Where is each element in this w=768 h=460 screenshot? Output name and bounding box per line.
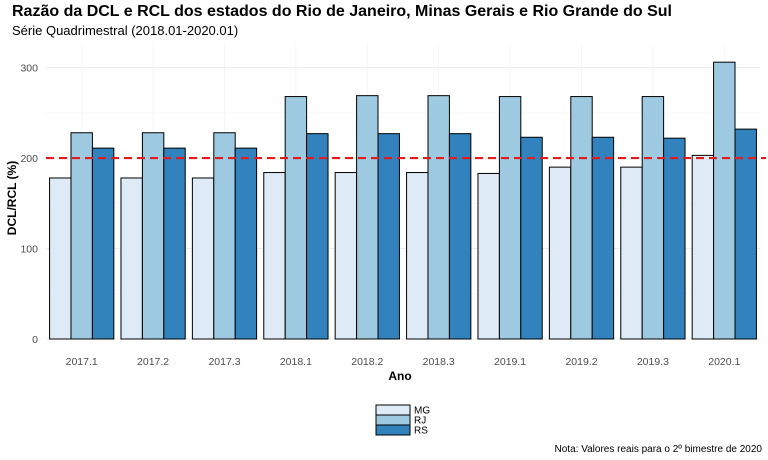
bar-mg-2020.1: [691, 154, 715, 340]
bar-rj-2018.2: [356, 95, 379, 340]
bar-rs-2017.1: [91, 147, 115, 340]
bar-rj-2019.1: [498, 96, 522, 340]
x-tick-label: 2018.1: [280, 356, 312, 368]
bar-rj-2017.3: [213, 132, 236, 340]
bar-mg-2019.1: [477, 172, 500, 340]
x-axis-ticks: 2017.1 2017.2 2017.3 2018.1 2018.2 2018.3 2019…: [66, 356, 741, 368]
bar-rj-2018.3: [427, 95, 450, 340]
y-tick-label: 300: [20, 63, 38, 75]
bar-rs-2018.2: [377, 133, 400, 340]
bar-rj-2019.3: [641, 96, 665, 340]
bar-rs-2018.1: [306, 133, 329, 340]
bar-mg-2017.2: [120, 177, 143, 340]
bar-mg-2018.2: [334, 172, 358, 340]
bar-mg-2019.3: [620, 166, 643, 340]
legend-key-rs: [375, 424, 411, 436]
legend-key-rj: [375, 414, 411, 426]
bar-rs-2019.2: [591, 136, 615, 340]
x-tick-label: 2017.2: [137, 356, 169, 368]
bar-rs-2018.3: [448, 133, 472, 340]
bar-mg-2018.1: [263, 172, 286, 340]
bars: [49, 61, 757, 340]
bar-mg-2017.1: [49, 177, 72, 340]
x-tick-label: 2018.3: [423, 356, 455, 368]
bar-rj-2019.2: [570, 96, 593, 340]
bar-rj-2017.2: [141, 132, 165, 340]
bar-rj-2017.1: [70, 132, 93, 340]
legend-label-mg: MG: [414, 406, 430, 417]
bar-rs-2019.1: [520, 136, 543, 340]
x-tick-label: 2019.1: [494, 356, 526, 368]
bar-rj-2018.1: [284, 96, 308, 340]
y-axis-title: DCL/RCL (%): [5, 161, 19, 235]
x-axis-title: Ano: [388, 369, 411, 383]
bar-rs-2020.1: [734, 128, 757, 340]
legend-label-rj: RJ: [414, 416, 426, 427]
x-tick-label: 2017.1: [66, 356, 98, 368]
bar-rs-2019.3: [663, 137, 686, 340]
legend-label-rs: RS: [414, 426, 428, 437]
y-tick-label: 0: [32, 334, 38, 346]
chart-title: Razão da DCL e RCL dos estados do Rio de…: [12, 3, 672, 20]
x-tick-label: 2017.3: [208, 356, 240, 368]
chart-subtitle: Série Quadrimestral (2018.01-2020.01): [12, 23, 238, 38]
x-tick-label: 2019.3: [637, 356, 669, 368]
y-axis-ticks: 0 100 200 300: [20, 63, 38, 346]
bar-mg-2019.2: [548, 166, 572, 340]
x-tick-label: 2019.2: [565, 356, 597, 368]
bar-mg-2018.3: [406, 172, 429, 340]
bar-rj-2020.1: [713, 61, 736, 340]
chart-caption: Nota: Valores reais para o 2º bimestre d…: [555, 444, 763, 455]
y-tick-label: 100: [20, 244, 38, 256]
y-tick-label: 200: [20, 153, 38, 165]
bar-mg-2017.3: [191, 177, 215, 340]
x-tick-label: 2018.2: [351, 356, 383, 368]
legend-key-mg: [375, 404, 411, 416]
bar-rs-2017.2: [163, 147, 186, 340]
bar-rs-2017.3: [234, 147, 258, 340]
x-tick-label: 2020.1: [708, 356, 740, 368]
